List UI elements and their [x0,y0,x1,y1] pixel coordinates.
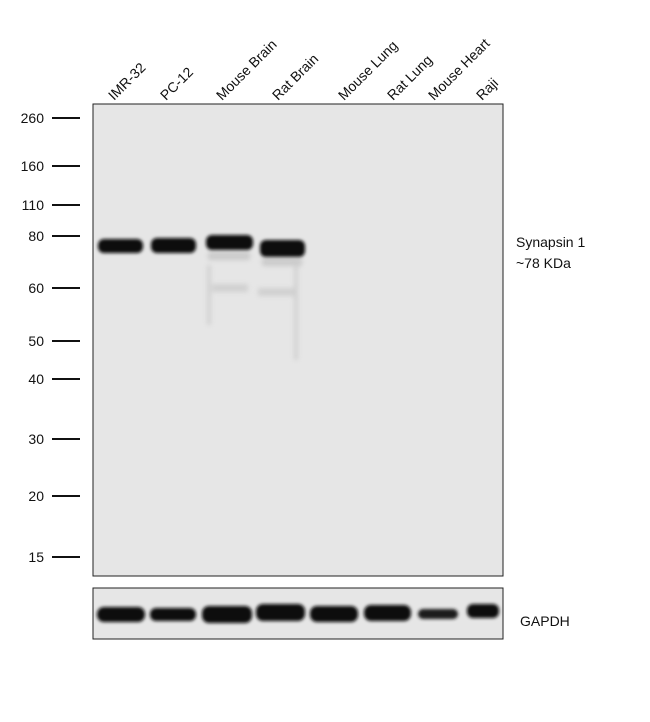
band [310,606,358,622]
band [467,604,499,618]
smear [258,288,298,296]
band [97,607,145,622]
marker-label: 110 [22,197,45,213]
smear [212,284,248,292]
band [150,608,196,621]
marker-label: 260 [21,110,45,126]
smear [262,258,302,266]
lane-label: Rat Brain [269,51,322,104]
smear [294,265,298,360]
marker-label: 50 [28,333,44,349]
band [202,606,252,623]
marker-label: 160 [21,158,45,174]
band [98,239,143,253]
marker-label: 60 [28,280,44,296]
gapdh-bands [97,604,499,623]
marker-label: 40 [28,371,44,387]
smear [208,252,250,260]
band [256,604,305,621]
band [151,238,196,253]
lane-label: Raji [473,75,501,103]
marker-label: 20 [28,488,44,504]
marker-label: 15 [28,549,44,565]
band [418,609,458,619]
loading-control-label: GAPDH [520,613,570,629]
synapsin-bands [98,235,305,257]
lane-label: PC-12 [157,64,197,104]
band [260,240,305,257]
band [364,605,411,621]
target-label: Synapsin 1 [516,234,585,250]
marker-label: 30 [28,431,44,447]
target-size-label: ~78 KDa [516,255,571,271]
band [206,235,253,250]
lane-label: IMR-32 [105,59,149,103]
smear [207,265,211,325]
smear-traces [207,252,302,360]
marker-label: 80 [28,228,44,244]
